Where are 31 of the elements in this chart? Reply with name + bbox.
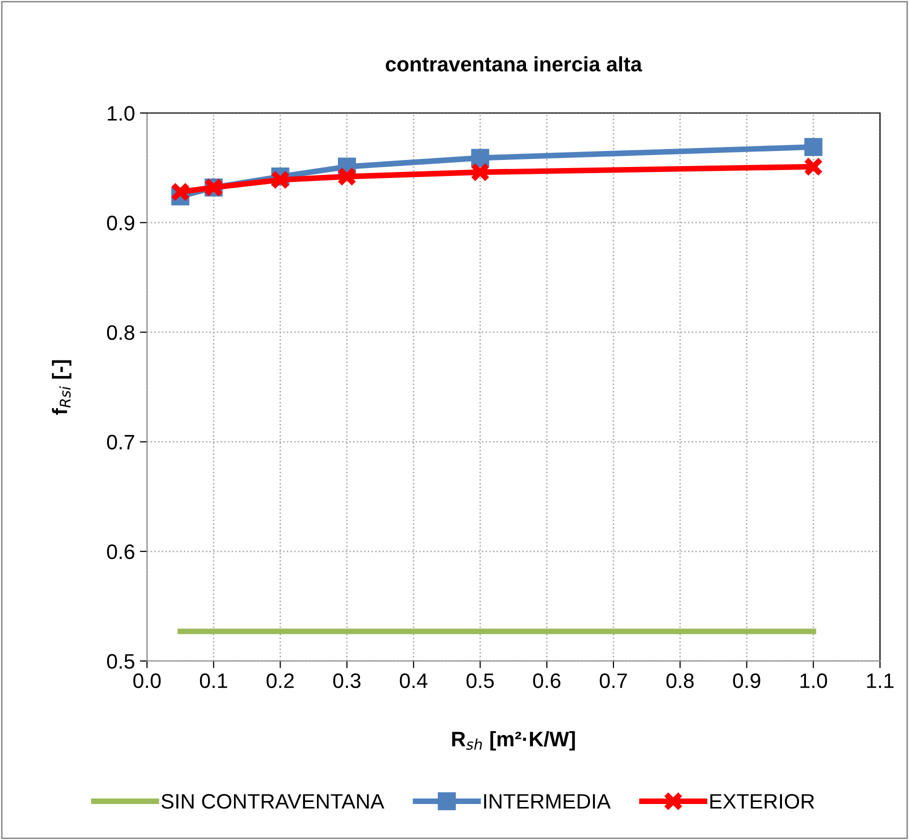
y-tick-label: 0.6 [107, 544, 134, 560]
point [804, 138, 822, 156]
legend-label: INTERMEDIA [484, 794, 611, 809]
x-tick-label: 0.6 [533, 673, 560, 688]
y-tick-label: 0.8 [107, 325, 134, 340]
x-tick-label: 0.5 [466, 673, 494, 688]
x-axis-title: R$_{sh}$ [m²·K/W] [452, 731, 575, 751]
point [170, 182, 190, 202]
legend-label: EXTERIOR [710, 794, 814, 809]
y-tick-label: 1.0 [108, 106, 134, 121]
x-tick-label: 0.0 [133, 673, 161, 688]
y-tick-label: 0.5 [107, 654, 134, 669]
point [470, 162, 490, 182]
x-tick-label: 1.0 [800, 673, 828, 688]
point [804, 156, 824, 176]
y-tick-label: 0.9 [107, 216, 134, 230]
chart-title: contraventana inercia alta [386, 56, 642, 72]
x-tick-label: 0.1 [200, 673, 228, 688]
point [337, 166, 357, 186]
x-tick-label: 0.8 [666, 673, 694, 688]
x-tick-label: 0.2 [266, 673, 294, 688]
x-tick-label: 0.9 [733, 673, 760, 688]
y-tick-label: 0.7 [107, 434, 134, 450]
legend-label: SIN CONTRAVENTANA [161, 794, 384, 809]
point [270, 170, 290, 190]
point [471, 148, 490, 167]
y-axis-title: f$_{Rsi}$ [-] [52, 360, 72, 415]
x-tick-label: 0.3 [333, 673, 360, 688]
x-tick-label: 1.1 [867, 674, 894, 688]
x-tick-label: 0.4 [400, 673, 428, 688]
x-tick-label: 0.7 [600, 673, 627, 688]
